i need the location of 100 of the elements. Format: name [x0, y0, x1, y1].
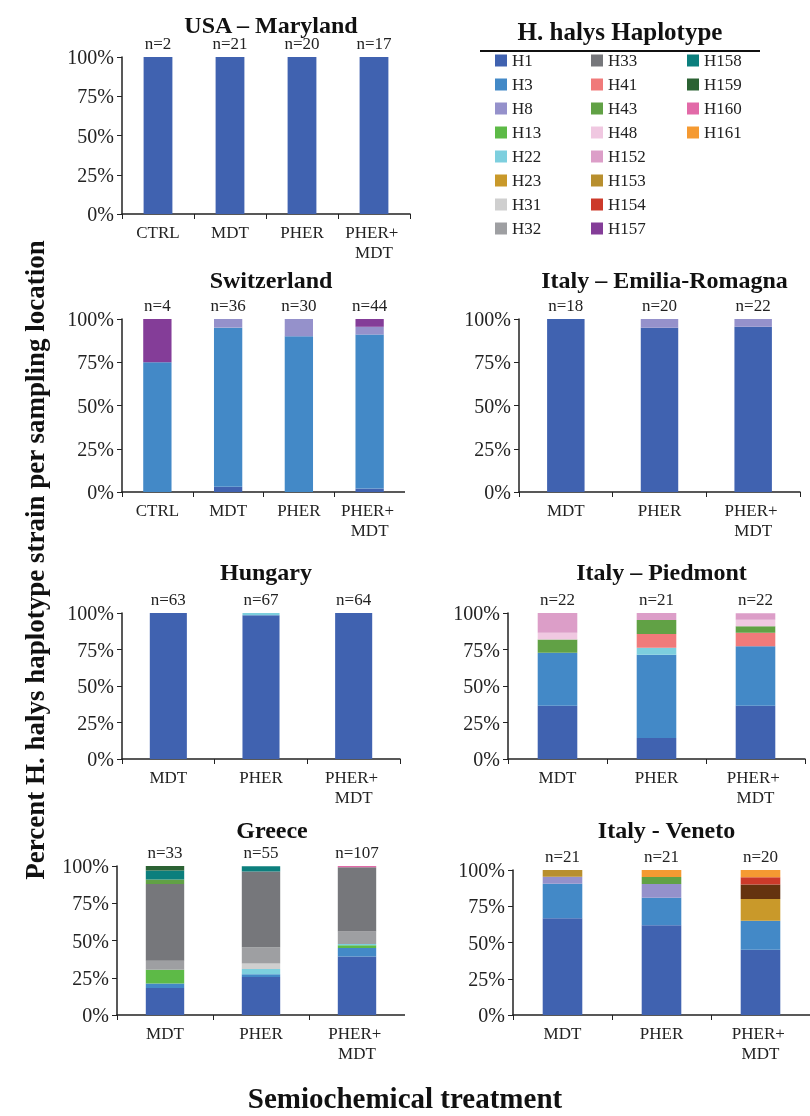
y-tick-label: 0%	[87, 203, 114, 225]
annotation: n=22	[735, 296, 771, 315]
y-tick-label: 50%	[474, 394, 511, 417]
y-tick-label: 0%	[82, 1004, 109, 1026]
legend-label: H1	[512, 51, 533, 70]
annotation: n=20	[641, 296, 678, 315]
annotation: n=2	[144, 34, 172, 53]
bar	[213, 327, 243, 487]
bar	[145, 960, 185, 970]
annotation: n=44	[352, 296, 388, 315]
x-tick-label: PHER+ MDT	[726, 767, 785, 807]
chart-title: Switzerland	[209, 267, 333, 293]
bar	[735, 619, 776, 627]
annotation: n=21	[638, 590, 675, 609]
chart-title: Hungary	[219, 559, 313, 585]
annotation: n=36	[210, 296, 246, 315]
bar	[740, 877, 781, 885]
legend-label: H159	[704, 75, 742, 94]
y-tick-label: 75%	[72, 892, 109, 915]
annotation: n=33	[147, 843, 183, 862]
y-tick-label: 25%	[77, 711, 114, 734]
bar	[355, 319, 384, 327]
x-tick-label: PHER+ MDT	[345, 222, 403, 262]
x-tick-label: PHER	[280, 222, 325, 242]
x-tick-label: MDT	[146, 1023, 185, 1043]
y-tick-label: 25%	[468, 967, 505, 990]
bar	[734, 326, 772, 492]
bar	[145, 884, 185, 961]
y-tick-label: 0%	[473, 748, 500, 770]
bar	[537, 639, 578, 653]
x-tick-label: PHER+ MDT	[325, 767, 383, 807]
bar	[734, 319, 772, 327]
y-tick-label: 75%	[468, 895, 505, 918]
y-tick-label: 0%	[484, 481, 511, 503]
bar	[542, 876, 583, 884]
bar	[145, 987, 185, 1015]
annotation: n=17	[356, 34, 393, 53]
bar	[641, 876, 682, 884]
legend-title: H. halys Haplotype	[480, 18, 760, 52]
annotation: n=67	[243, 590, 280, 609]
y-tick-label: 25%	[72, 966, 109, 989]
legend-label: H22	[512, 147, 542, 166]
legend-label: H160	[704, 99, 742, 118]
annotation: n=4	[144, 296, 172, 315]
y-tick-label: 100%	[67, 308, 114, 330]
legend-label: H3	[512, 75, 533, 94]
bar	[740, 899, 781, 921]
bar	[735, 632, 776, 647]
legend-label: H154	[608, 195, 647, 214]
y-tick-label: 100%	[464, 308, 511, 330]
x-tick-label: MDT	[543, 1023, 582, 1043]
y-tick-label: 25%	[77, 437, 114, 460]
y-tick-label: 25%	[77, 163, 114, 186]
bar	[636, 613, 677, 621]
x-tick-label: CTRL	[135, 500, 180, 520]
legend-label: H32	[512, 219, 542, 238]
y-tick-label: 100%	[453, 602, 500, 624]
legend-label: H33	[608, 51, 638, 70]
x-tick-label: PHER	[277, 500, 322, 520]
bar	[337, 956, 377, 1015]
bar	[241, 963, 281, 969]
legend-label: H158	[704, 51, 742, 70]
chart-title: Italy - Veneto	[597, 817, 736, 843]
bar	[143, 319, 172, 363]
y-tick-label: 50%	[468, 931, 505, 954]
y-tick-label: 75%	[77, 351, 114, 374]
y-tick-label: 100%	[458, 859, 505, 881]
bar	[636, 738, 677, 759]
bar	[735, 705, 776, 759]
bar	[145, 983, 185, 988]
annotation: n=22	[737, 590, 774, 609]
bar	[636, 654, 677, 739]
bar	[537, 705, 578, 759]
x-tick-label: PHER	[639, 1023, 684, 1043]
bar	[337, 867, 377, 932]
bar	[740, 870, 781, 878]
annotation: n=64	[336, 590, 372, 609]
bar	[213, 319, 243, 328]
legend-label: H152	[608, 147, 646, 166]
y-tick-label: 50%	[77, 675, 114, 697]
bar	[740, 884, 781, 899]
bar	[542, 883, 583, 919]
y-tick-label: 75%	[77, 85, 114, 108]
bar	[284, 319, 314, 337]
y-tick-label: 75%	[77, 638, 114, 661]
legend-label: H161	[704, 123, 742, 142]
bar	[537, 613, 578, 633]
bar	[740, 949, 781, 1015]
bar	[640, 319, 679, 328]
annotation: n=18	[548, 296, 584, 315]
x-tick-label: PHER+ MDT	[340, 500, 399, 540]
y-tick-label: 50%	[72, 929, 109, 952]
x-tick-label: PHER	[239, 1023, 284, 1043]
bar	[241, 947, 281, 964]
x-tick-label: PHER	[239, 767, 284, 787]
x-tick-label: PHER+ MDT	[328, 1023, 386, 1063]
bar	[641, 925, 682, 1015]
x-tick-label: MDT	[211, 222, 250, 242]
bar	[735, 613, 776, 620]
legend-label: H13	[512, 123, 542, 142]
